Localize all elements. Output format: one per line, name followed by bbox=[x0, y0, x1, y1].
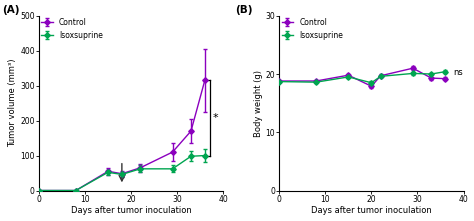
Legend: Control, Isoxsuprine: Control, Isoxsuprine bbox=[41, 18, 103, 40]
X-axis label: Days after tumor inoculation: Days after tumor inoculation bbox=[311, 206, 432, 215]
Text: *: * bbox=[213, 113, 218, 123]
Legend: Control, Isoxsuprine: Control, Isoxsuprine bbox=[282, 18, 343, 40]
Text: ns: ns bbox=[454, 68, 463, 77]
Y-axis label: Body weight (g): Body weight (g) bbox=[254, 70, 263, 137]
Y-axis label: Tumor volume (mm³): Tumor volume (mm³) bbox=[9, 59, 18, 147]
Text: (B): (B) bbox=[235, 5, 253, 15]
Text: (A): (A) bbox=[2, 5, 19, 15]
X-axis label: Days after tumor inoculation: Days after tumor inoculation bbox=[71, 206, 191, 215]
